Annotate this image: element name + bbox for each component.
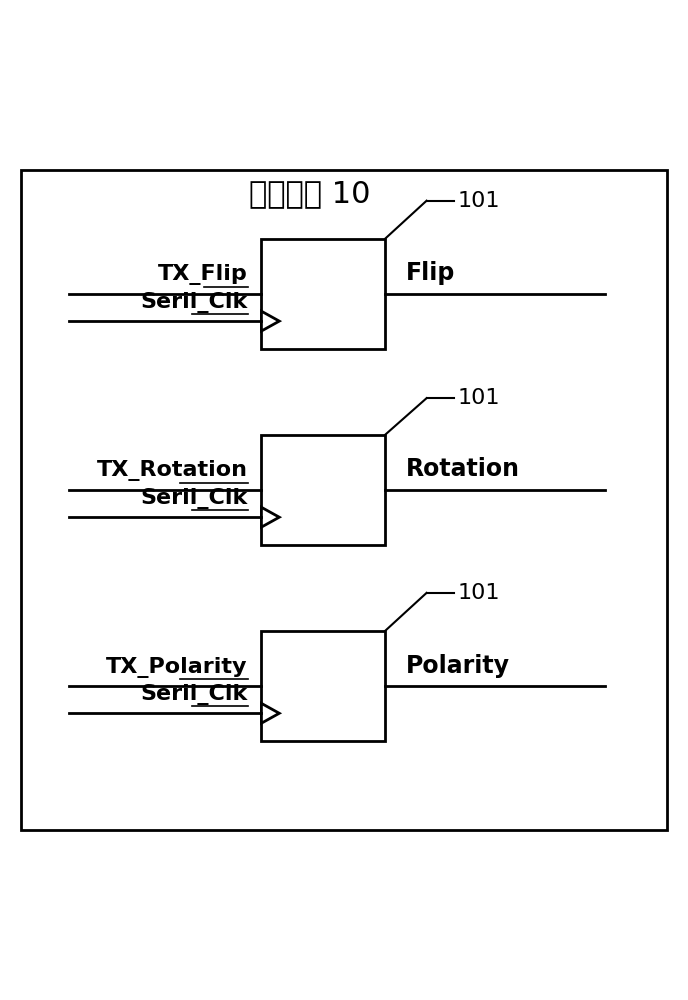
Bar (261, 435, 385, 545)
Text: Seril_Clk: Seril_Clk (140, 488, 248, 509)
Text: Rotation: Rotation (406, 457, 520, 481)
Text: TX_Polarity: TX_Polarity (106, 657, 248, 678)
Text: 101: 101 (458, 191, 500, 211)
Text: TX_Flip: TX_Flip (158, 264, 248, 285)
Text: Polarity: Polarity (406, 654, 510, 678)
Polygon shape (261, 311, 279, 331)
Polygon shape (261, 703, 279, 723)
Text: 一级电路 10: 一级电路 10 (249, 179, 370, 208)
Text: Seril_Clk: Seril_Clk (140, 684, 248, 705)
Text: 101: 101 (458, 583, 500, 603)
Text: Flip: Flip (406, 261, 455, 285)
FancyBboxPatch shape (21, 170, 667, 830)
Text: TX_Rotation: TX_Rotation (97, 460, 248, 481)
Polygon shape (261, 507, 279, 527)
Text: Seril_Clk: Seril_Clk (140, 292, 248, 313)
Text: 101: 101 (458, 388, 500, 408)
Bar (261, 239, 385, 349)
Bar (261, 631, 385, 741)
